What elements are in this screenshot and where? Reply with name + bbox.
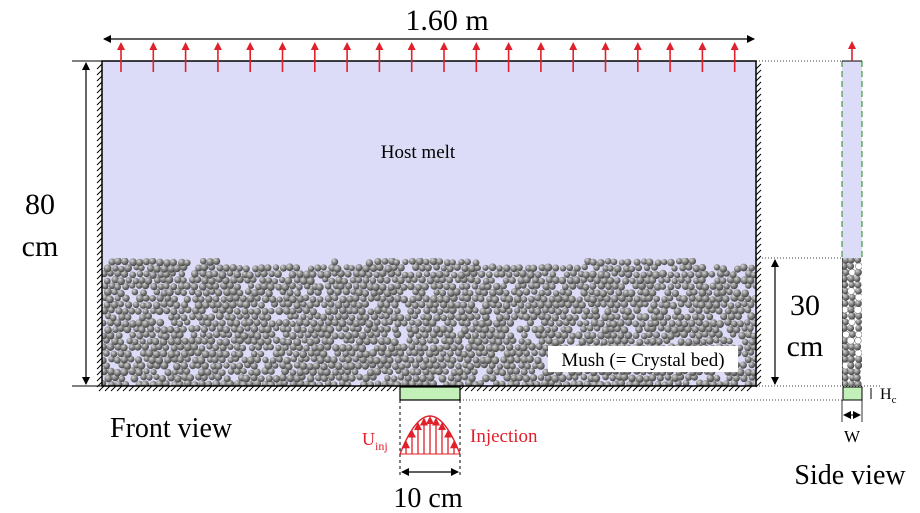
tank-outline [101, 60, 757, 387]
injection-profile [399, 415, 461, 455]
w-label: W [844, 427, 861, 446]
crystal-bed [102, 258, 756, 386]
outflow-arrows [117, 42, 739, 72]
height-label-value: 80 [25, 188, 55, 221]
hatch-icon [96, 63, 762, 392]
hc-label: Hc [880, 386, 897, 406]
mush-label: Mush (= Crystal bed) [561, 350, 724, 371]
u-inj-label: Uinj [362, 429, 388, 453]
side-crystal-bed [842, 258, 862, 386]
side-view-label: Side view [794, 460, 906, 491]
mush-label-box [548, 346, 738, 372]
side-inlet-region [842, 386, 863, 401]
inlet-region [399, 386, 461, 401]
width-label: 1.60 m [405, 4, 488, 37]
inlet-width-label: 10 cm [393, 483, 462, 513]
front-view-label: Front view [110, 413, 233, 444]
bed-height-unit: cm [787, 330, 824, 363]
bed-height-value: 30 [790, 289, 820, 322]
injection-label: Injection [470, 426, 538, 447]
height-label-unit: cm [22, 230, 59, 263]
side-melt-region [842, 61, 862, 258]
host-melt-label: Host melt [381, 142, 456, 163]
